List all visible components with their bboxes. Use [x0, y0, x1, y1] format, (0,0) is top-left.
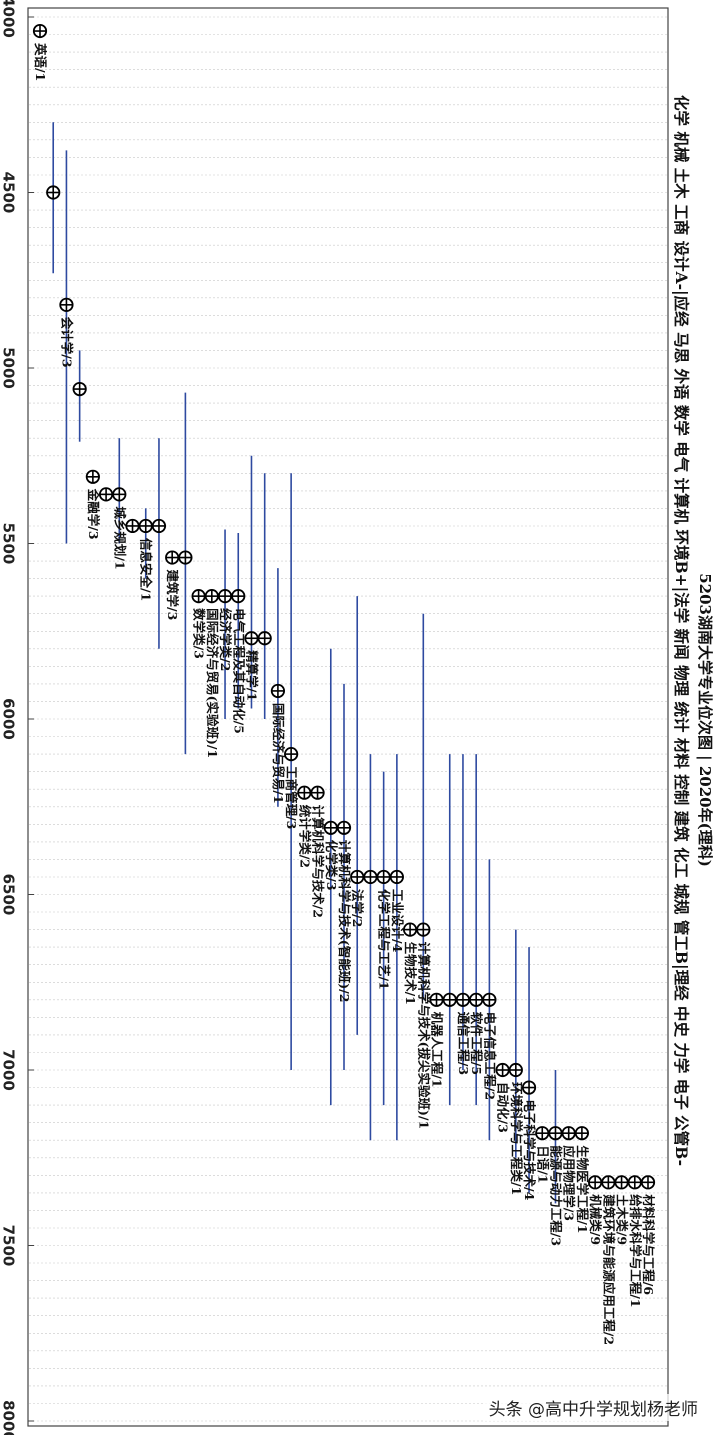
data-point — [204, 589, 219, 604]
data-point — [98, 487, 114, 502]
data-point — [165, 550, 180, 565]
axis-tick-label: 8000 — [0, 1400, 18, 1435]
point-label: 化学类/3 — [324, 840, 339, 891]
data-point — [270, 683, 286, 699]
data-point — [363, 869, 378, 885]
point-label: 生物技术/1 — [403, 942, 418, 1005]
axis-tick-label: 6500 — [0, 874, 18, 916]
data-point — [138, 518, 153, 534]
point-label: 日语/1 — [535, 1145, 550, 1183]
data-point — [178, 550, 193, 565]
point-label: 自动化/3 — [496, 1082, 511, 1133]
point-label: 土木类/9 — [615, 1194, 630, 1245]
point-label: 电气工程及其自动化/5 — [231, 608, 246, 734]
point-label: 经济学类/2 — [218, 608, 233, 671]
data-point — [627, 1175, 642, 1190]
point-label: 精算学/1 — [245, 650, 260, 701]
point-label: 信息安全/1 — [139, 538, 154, 601]
axis-tick-label: 4000 — [0, 0, 18, 38]
data-point — [469, 992, 484, 1007]
point-label: 材料科学与工程/6 — [641, 1193, 656, 1295]
data-point — [191, 589, 206, 604]
data-point — [85, 469, 100, 484]
point-label: 电子科学与技术/4 — [522, 1100, 537, 1201]
data-point — [508, 1062, 523, 1078]
point-label: 建筑学/3 — [165, 570, 180, 621]
data-point — [125, 518, 140, 534]
data-marks — [32, 23, 656, 1204]
axis-ticks: 4000 4500 5000 5500 6000 6500 7000 7500 8000 — [0, 0, 34, 1435]
point-label: 生物医学工程/1 — [575, 1145, 590, 1233]
point-label: 数学类/3 — [192, 607, 207, 659]
point-label: 法学/2 — [350, 889, 365, 927]
point-label: 机器人工程/1 — [430, 1012, 445, 1088]
watermark: 头条 @高中升学规划杨老师 — [484, 1394, 702, 1421]
axis-tick-label: 7500 — [0, 1225, 18, 1267]
data-point — [336, 820, 352, 835]
data-point — [284, 746, 299, 762]
data-point — [112, 487, 127, 502]
point-label: 城乡规划/1 — [112, 506, 127, 569]
point-label: 应用物理学/3 — [562, 1145, 577, 1221]
point-label: 工业设计/4 — [390, 889, 405, 953]
point-label: 电子信息工程/2 — [482, 1012, 497, 1100]
point-label: 化学工程与工艺/1 — [377, 889, 392, 990]
data-point — [455, 992, 471, 1007]
point-label: 软件工程/5 — [469, 1012, 484, 1075]
data-point — [429, 992, 444, 1007]
data-point — [640, 1175, 656, 1190]
point-label: 通信工程/3 — [456, 1012, 471, 1075]
data-point — [32, 23, 48, 39]
data-point — [217, 589, 233, 604]
data-point — [601, 1175, 616, 1190]
data-point — [521, 1080, 537, 1095]
data-point — [561, 1126, 576, 1141]
axis-tick-label: 5500 — [0, 523, 18, 565]
data-point — [614, 1175, 629, 1190]
data-point — [482, 992, 497, 1007]
data-point — [389, 869, 404, 885]
point-label: 建筑环境与能源应用工程/2 — [601, 1194, 616, 1345]
chart-legend: 化学 机械 土木 工商 设计A-|应经 马思 外语 数学 电气 计算机 环境B+… — [672, 95, 691, 1166]
data-point — [244, 631, 259, 646]
data-point — [46, 185, 61, 200]
data-point — [72, 381, 87, 397]
point-label: 金融学/3 — [86, 488, 101, 540]
data-point — [350, 869, 365, 885]
point-label: 统计学类/2 — [297, 805, 312, 868]
data-point — [376, 869, 391, 885]
point-label: 环境科学与工程类/1 — [509, 1082, 524, 1195]
axis-tick-label: 5000 — [0, 347, 18, 389]
data-point — [548, 1126, 563, 1141]
data-point — [231, 589, 246, 604]
axis-tick-label: 4500 — [0, 172, 18, 214]
plot-frame — [27, 7, 669, 1427]
point-label: 机械类/9 — [588, 1194, 603, 1245]
point-label: 国际经济与贸易(实验班)/1 — [205, 608, 220, 758]
point-label: 会计学/3 — [59, 317, 74, 368]
point-label: 计算机科学与技术(拔尖实验班)/1 — [416, 942, 431, 1130]
data-point — [574, 1126, 590, 1141]
point-label: 英语/1 — [33, 43, 48, 81]
point-label: 给排水科学与工程/1 — [628, 1194, 643, 1307]
chart-title: 5203湖南大学专业位次图 | 2020年(理科) — [696, 573, 714, 867]
axis-tick-label: 7000 — [0, 1049, 18, 1091]
data-point — [151, 518, 167, 534]
point-label: 工商管理/3 — [284, 766, 299, 829]
data-point — [59, 297, 74, 312]
data-point — [442, 992, 457, 1007]
data-point — [310, 785, 325, 800]
point-label: 国际经济与贸易/1 — [271, 703, 286, 804]
point-label: 计算机科学与技术(智能班)/2 — [337, 840, 352, 1003]
data-point — [257, 631, 272, 646]
data-point — [416, 922, 431, 937]
point-label: 能源与动力工程/3 — [549, 1145, 564, 1246]
point-label: 计算机科学与技术/2 — [311, 805, 326, 918]
axis-tick-label: 6000 — [0, 698, 18, 740]
